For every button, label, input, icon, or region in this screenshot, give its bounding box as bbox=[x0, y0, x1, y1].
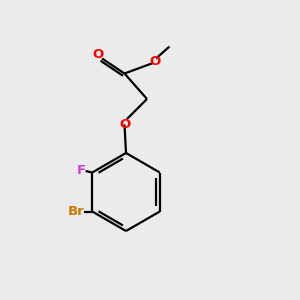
Text: F: F bbox=[76, 164, 85, 178]
Text: O: O bbox=[119, 118, 130, 131]
Text: O: O bbox=[93, 48, 104, 62]
Text: O: O bbox=[149, 55, 160, 68]
Text: Br: Br bbox=[68, 205, 85, 218]
